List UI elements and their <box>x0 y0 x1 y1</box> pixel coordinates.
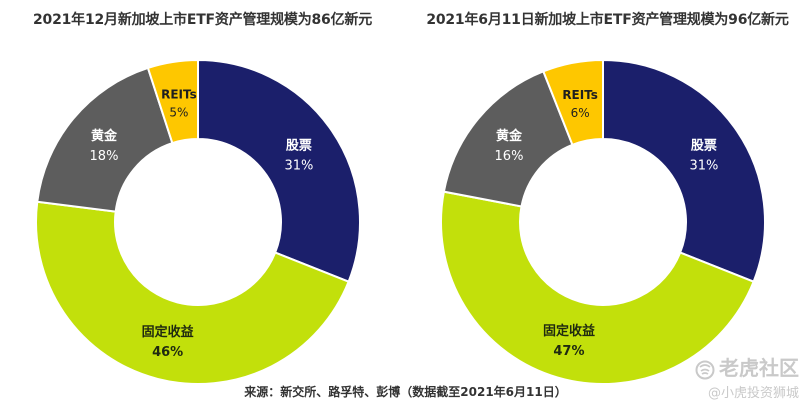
slice-value: 6% <box>571 106 590 120</box>
chart-title: 2021年12月新加坡上市ETF资产管理规模为86亿新元 <box>32 12 372 28</box>
slice-value: 5% <box>169 106 188 120</box>
source-note: 来源：新交所、路孚特、彭博（数据截至2021年6月11日） <box>244 385 567 399</box>
slice-label: 股票 <box>691 137 717 153</box>
slice-value: 46% <box>152 345 183 360</box>
donut-chart-left: 2021年12月新加坡上市ETF资产管理规模为86亿新元 股票 31% 固定收益 46… <box>0 0 405 385</box>
slice-value: 31% <box>689 158 718 173</box>
slice-value: 47% <box>553 344 584 359</box>
watermark: 老虎社区 @小虎投资狮城 <box>659 356 799 404</box>
watermark-title: 老虎社区 <box>719 356 799 380</box>
slice-label: REITs <box>161 88 197 102</box>
slice-reits <box>542 58 604 147</box>
slice-label: 黄金 <box>91 128 118 144</box>
slice-label: 固定收益 <box>142 324 194 340</box>
donut-chart-right: 2021年6月11日新加坡上市ETF资产管理规模为96亿新元 股票 31% 固定收益… <box>405 0 810 385</box>
slice-value: 31% <box>284 158 313 173</box>
slice-label: 黄金 <box>496 128 523 144</box>
slice-fixed-income <box>35 200 350 385</box>
slice-label: 股票 <box>286 137 312 153</box>
slice-label: 固定收益 <box>543 323 595 339</box>
slice-value: 18% <box>90 149 119 164</box>
slice-label: REITs <box>562 88 598 102</box>
slice-gold <box>442 70 574 208</box>
tiger-community-logo-icon <box>695 360 715 379</box>
slice-reits <box>146 58 199 145</box>
slice-value: 16% <box>495 149 524 164</box>
slice-stocks <box>197 58 361 283</box>
donut-svg: 股票 31% 固定收益 46% 黄金 18% REITs 5% <box>35 58 361 385</box>
donut-svg: 股票 31% 固定收益 47% 黄金 16% REITs 6% <box>440 58 766 385</box>
watermark-handle: @小虎投资狮城 <box>707 386 799 401</box>
slice-stocks <box>602 58 766 283</box>
chart-title: 2021年6月11日新加坡上市ETF资产管理规模为96亿新元 <box>426 12 789 28</box>
slice-fixed-income <box>440 190 755 385</box>
slice-gold <box>36 66 174 213</box>
